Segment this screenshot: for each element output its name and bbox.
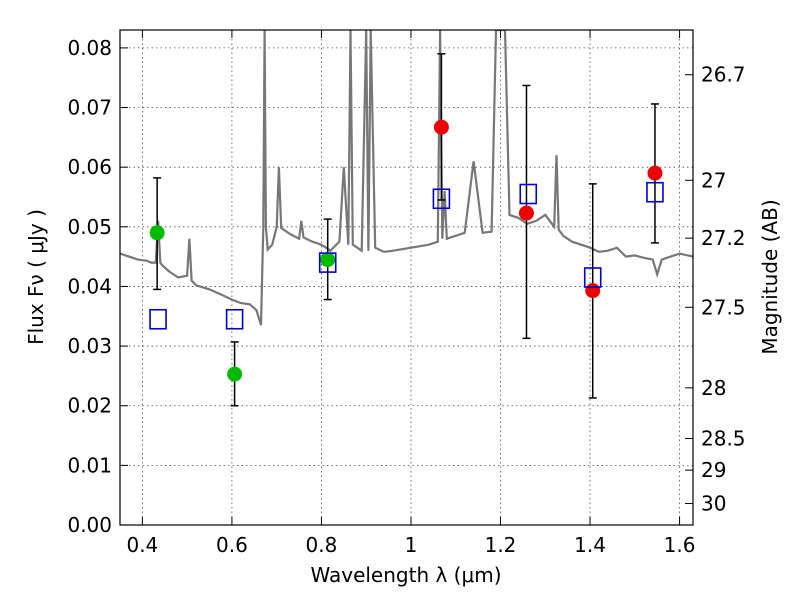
data-point [433, 119, 449, 135]
plot-frame [119, 29, 694, 526]
x-axis-label: Wavelength λ (μm) [310, 563, 501, 587]
y2-tick-label: 29 [701, 458, 726, 482]
y2-tick-label: 27.5 [701, 295, 746, 319]
y-axis-ticks: 0.00 0.01 0.02 0.03 0.04 0.05 0.06 0.07 0.08 [67, 36, 128, 537]
model-point [318, 252, 337, 273]
y-tick-label: 0.03 [67, 334, 112, 358]
y-tick-label: 0.04 [67, 274, 112, 298]
error-bars [153, 53, 659, 407]
data-point [149, 225, 165, 241]
y-tick-label: 0.01 [67, 453, 112, 477]
data-markers [149, 119, 664, 382]
model-point [519, 183, 538, 205]
y2-axis-label: Magnitude (AB) [758, 199, 782, 354]
y-axis-label: Flux Fν ( μJy ) [24, 209, 48, 345]
model-point [225, 308, 244, 330]
y2-tick-label: 26.7 [701, 63, 746, 87]
x-tick-label: 0.4 [126, 533, 158, 557]
y2-tick-label: 27.2 [701, 226, 746, 250]
y-tick-label: 0.07 [67, 96, 112, 120]
y-tick-label: 0.00 [67, 513, 112, 537]
grid-lines [120, 30, 693, 526]
y2-tick-label: 27 [701, 168, 726, 192]
y-tick-label: 0.06 [67, 155, 112, 179]
x-axis-ticks: 0.4 0.6 0.8 1 1.2 1.4 1.6 [126, 30, 695, 557]
y2-tick-label: 30 [701, 492, 726, 516]
x-tick-label: 1.2 [485, 533, 517, 557]
y-tick-label: 0.05 [67, 215, 112, 239]
y-tick-label: 0.02 [67, 394, 112, 418]
y-tick-label: 0.08 [67, 36, 112, 60]
x-tick-label: 1.6 [664, 533, 696, 557]
x-tick-label: 1.4 [574, 533, 606, 557]
data-point [227, 366, 243, 382]
y2-axis-ticks: 26.7 27 27.2 27.5 28 28.5 29 30 [685, 63, 746, 516]
model-point [646, 181, 664, 203]
y2-tick-label: 28 [701, 376, 726, 400]
y2-tick-label: 28.5 [701, 427, 746, 451]
data-point [647, 165, 663, 181]
model-point [149, 308, 167, 330]
data-point [518, 205, 534, 221]
model-spectrum-line [120, 30, 693, 326]
model-point [583, 267, 602, 288]
x-tick-label: 0.8 [306, 533, 338, 557]
x-tick-label: 1 [405, 533, 418, 557]
x-tick-label: 0.6 [216, 533, 248, 557]
data-point [320, 252, 336, 268]
data-point [585, 283, 601, 299]
model-point [432, 188, 451, 210]
